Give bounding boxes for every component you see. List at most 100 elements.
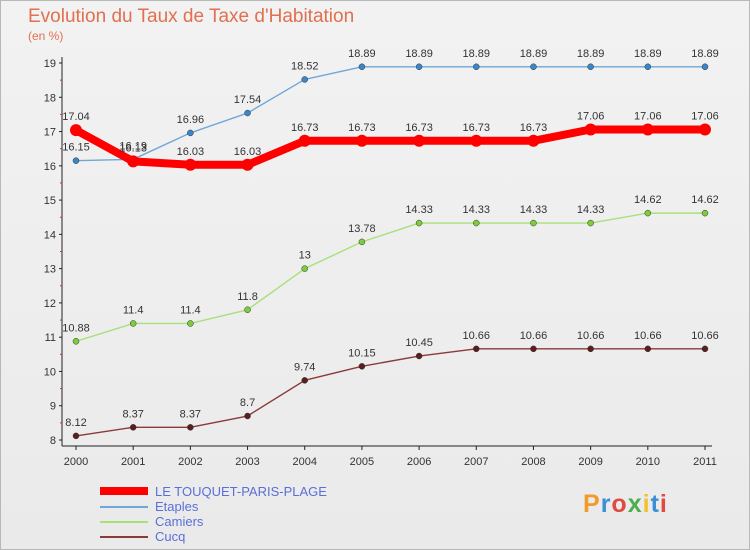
data-point [701, 63, 709, 71]
data-label: 13 [299, 250, 311, 262]
series-line-3 [75, 348, 706, 437]
logo-letter: t [650, 490, 660, 518]
legend-label-cucq: Cucq [155, 529, 186, 544]
y-tick-label: 11 [45, 332, 56, 344]
data-point [241, 158, 254, 171]
x-tick-label: 2007 [464, 456, 488, 468]
data-label: 17.04 [62, 111, 90, 123]
x-tick-label: 2004 [292, 456, 316, 468]
logo-letter: o [611, 490, 628, 518]
data-label: 17.54 [234, 94, 262, 106]
data-point [301, 265, 308, 272]
data-label: 16.13 [119, 142, 147, 154]
data-label: 14.33 [405, 204, 433, 216]
data-point [72, 338, 80, 345]
data-label: 16.73 [520, 122, 548, 134]
data-point [70, 124, 82, 137]
data-point [184, 158, 197, 171]
x-tick-label: 2000 [64, 456, 88, 468]
legend-label-le-touquet: LE TOUQUET-PARIS-PLAGE [155, 484, 327, 499]
data-label: 8.37 [180, 408, 201, 420]
data-label: 18.89 [691, 48, 719, 60]
data-point [584, 123, 597, 136]
data-label: 17.06 [634, 110, 662, 122]
y-tick-label: 18 [44, 92, 56, 104]
data-point [301, 76, 308, 83]
data-point [530, 219, 537, 227]
data-point [413, 134, 426, 147]
data-point [701, 209, 709, 217]
data-label: 14.33 [520, 204, 548, 216]
series-line-1 [75, 66, 706, 162]
data-label: 8.12 [65, 417, 86, 429]
logo-letter: P [583, 490, 601, 518]
logo-letter: i [642, 490, 651, 518]
unit-label: (en %) [28, 29, 64, 43]
data-point [358, 363, 366, 370]
x-tick-label: 2003 [235, 456, 259, 468]
data-point [129, 424, 137, 431]
data-label: 16.96 [177, 114, 205, 126]
x-tick-label: 2005 [350, 456, 374, 468]
data-point [530, 345, 537, 353]
data-point [587, 63, 594, 71]
data-label: 10.66 [463, 330, 491, 342]
data-label: 18.89 [520, 48, 548, 60]
y-tick-label: 10 [44, 366, 56, 378]
logo-letter: x [627, 490, 643, 518]
data-label: 8.7 [240, 397, 255, 409]
data-label: 10.15 [348, 347, 376, 359]
data-label: 10.66 [691, 330, 719, 342]
data-label: 18.89 [405, 48, 433, 60]
data-label: 16.03 [177, 146, 205, 158]
chart-title: Evolution du Taux de Taxe d'Habitation [28, 6, 355, 27]
data-point [129, 320, 137, 327]
data-label: 8.37 [122, 408, 143, 420]
data-point [473, 219, 480, 227]
data-point [244, 306, 251, 314]
y-tick-label: 16 [44, 161, 56, 173]
data-label: 10.45 [405, 337, 433, 349]
legend-swatch-cucq [100, 536, 148, 538]
data-point [473, 345, 480, 353]
x-tick-label: 2010 [636, 456, 660, 468]
data-label: 11.4 [180, 304, 201, 316]
data-point [470, 134, 483, 147]
data-point [527, 134, 540, 147]
data-label: 16.15 [62, 142, 90, 154]
x-tick-label: 2001 [121, 456, 145, 468]
legend-swatch-camiers [100, 521, 148, 523]
data-point [641, 123, 654, 136]
data-point [701, 345, 709, 353]
data-label: 16.73 [291, 122, 319, 134]
series-line-2 [75, 212, 706, 342]
data-point [244, 412, 251, 420]
data-label: 10.66 [577, 330, 605, 342]
data-point [127, 155, 140, 168]
data-label: 11.8 [237, 291, 258, 303]
y-tick-label: 13 [44, 264, 56, 276]
data-point [298, 134, 311, 147]
data-point [355, 134, 368, 147]
x-tick-label: 2002 [178, 456, 202, 468]
data-point [644, 209, 652, 217]
data-label: 14.62 [634, 194, 662, 206]
data-point [587, 219, 594, 227]
y-tick-label: 9 [50, 401, 56, 413]
data-label: 17.06 [577, 110, 605, 122]
data-label: 18.89 [463, 48, 491, 60]
y-tick-label: 17 [44, 127, 56, 139]
data-point [187, 320, 194, 327]
logo-letter: r [600, 490, 612, 518]
data-label: 16.03 [234, 146, 262, 158]
data-point [301, 377, 308, 384]
data-point [358, 63, 366, 71]
data-point [644, 345, 652, 353]
data-label: 14.33 [577, 204, 605, 216]
data-point [415, 352, 423, 360]
x-tick-label: 2009 [578, 456, 602, 468]
data-point [587, 345, 594, 353]
y-tick-label: 12 [44, 298, 56, 310]
data-point [244, 109, 251, 117]
